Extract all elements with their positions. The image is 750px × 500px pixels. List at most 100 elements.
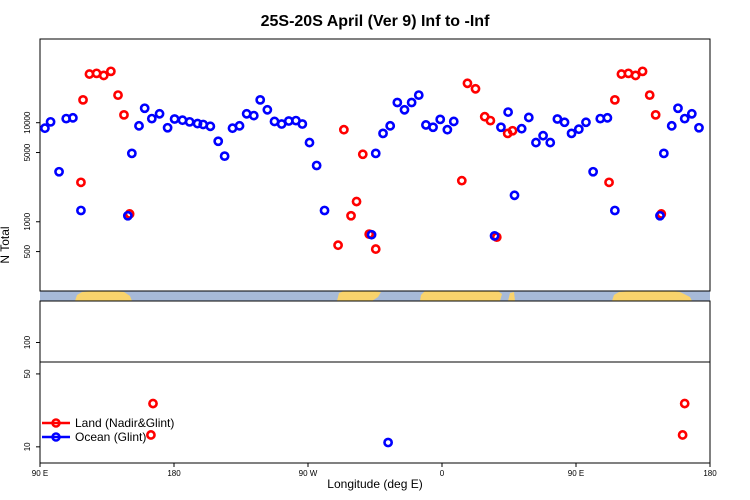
chart-title: 25S-20S April (Ver 9) Inf to -Inf bbox=[261, 13, 490, 30]
land-point bbox=[470, 83, 481, 94]
ocean-point bbox=[655, 210, 665, 221]
land-point bbox=[507, 125, 518, 136]
ocean-point bbox=[566, 128, 577, 139]
ocean-point bbox=[602, 112, 613, 123]
land-mass-south-america bbox=[337, 291, 381, 301]
ocean-point bbox=[581, 117, 591, 128]
land-point bbox=[113, 90, 123, 100]
land-point bbox=[679, 398, 690, 409]
ocean-point bbox=[538, 130, 548, 141]
land-point bbox=[105, 66, 116, 77]
x-tick-label: 90 W bbox=[299, 469, 318, 478]
x-tick-label: 180 bbox=[167, 469, 181, 478]
land-point bbox=[78, 94, 88, 105]
ocean-point bbox=[213, 136, 224, 147]
ocean-point bbox=[54, 166, 64, 177]
ocean-point bbox=[516, 123, 527, 134]
land-point bbox=[333, 240, 343, 251]
ocean-point bbox=[40, 123, 50, 134]
ocean-point bbox=[559, 117, 570, 128]
ocean-point bbox=[673, 103, 683, 114]
land-point bbox=[456, 175, 467, 186]
ocean-point bbox=[531, 137, 541, 148]
land-point bbox=[650, 109, 661, 120]
land-point bbox=[604, 177, 614, 188]
axes: 500 1000 5000 10000 10 50 100 90 E 180 90 W 0 90 E 1… bbox=[23, 38, 717, 478]
ocean-point bbox=[122, 210, 133, 221]
ocean-point bbox=[370, 148, 381, 159]
land-point bbox=[338, 124, 349, 135]
ocean-point bbox=[304, 137, 315, 148]
ocean-point bbox=[378, 128, 388, 139]
ocean-point bbox=[573, 124, 584, 135]
legend-land-marker bbox=[51, 418, 61, 428]
ocean-point bbox=[162, 122, 173, 133]
ocean-point bbox=[442, 124, 453, 135]
ocean-point bbox=[489, 230, 500, 241]
ocean-point bbox=[126, 148, 137, 159]
land-point bbox=[644, 90, 655, 100]
y-tick-label-lower: 100 bbox=[23, 335, 32, 349]
ocean-point bbox=[496, 122, 506, 133]
ocean-point bbox=[234, 120, 245, 131]
ocean-point bbox=[523, 112, 534, 123]
land-point bbox=[630, 70, 641, 81]
land-ocean-map-strip bbox=[40, 291, 710, 301]
ocean-point bbox=[169, 114, 180, 124]
ocean-point bbox=[694, 122, 704, 133]
legend-ocean-label: Ocean (Glint) bbox=[75, 430, 146, 444]
ocean-point bbox=[406, 97, 417, 108]
land-point bbox=[98, 70, 109, 81]
ocean-point bbox=[448, 116, 459, 127]
ocean-point bbox=[255, 94, 266, 105]
land-mass-australia-left bbox=[75, 291, 132, 301]
land-point bbox=[485, 115, 496, 126]
x-axis-label: Longitude (deg E) bbox=[327, 477, 422, 491]
ocean-point bbox=[146, 113, 157, 124]
ocean-point bbox=[134, 120, 144, 131]
legend: Land (Nadir&Glint) Ocean (Glint) bbox=[42, 416, 174, 444]
x-tick-label: 90 E bbox=[568, 469, 584, 478]
ocean-point bbox=[428, 122, 438, 133]
ocean-point bbox=[192, 118, 203, 129]
y-tick-label-upper: 1000 bbox=[23, 212, 32, 230]
ocean-point bbox=[545, 137, 556, 148]
ocean-point bbox=[588, 166, 599, 177]
ocean-point bbox=[392, 97, 403, 108]
ocean-point bbox=[45, 116, 56, 127]
ocean-point bbox=[205, 121, 216, 132]
land-mass-madagascar bbox=[508, 292, 515, 301]
legend-land-label: Land (Nadir&Glint) bbox=[75, 416, 174, 430]
y-tick-label-upper: 5000 bbox=[23, 143, 32, 161]
lower-panel-frame bbox=[39, 300, 711, 464]
land-point bbox=[119, 109, 129, 120]
ocean-point bbox=[319, 205, 330, 216]
upper-panel-frame bbox=[39, 38, 711, 292]
x-tick-label: 180 bbox=[703, 469, 717, 478]
land-point bbox=[370, 244, 381, 254]
ocean-point bbox=[385, 120, 396, 131]
ocean-point bbox=[658, 148, 669, 159]
land-mass-australia-right bbox=[612, 291, 692, 301]
land-point bbox=[609, 94, 620, 105]
ocean-point bbox=[686, 108, 697, 119]
land-point bbox=[462, 78, 473, 89]
x-tick-label: 90 E bbox=[32, 469, 48, 478]
ocean-point bbox=[139, 103, 150, 114]
y-axis-label: N Total bbox=[0, 226, 12, 263]
land-point bbox=[677, 430, 688, 440]
ocean-point bbox=[184, 116, 195, 127]
land-mass-africa bbox=[420, 291, 502, 301]
ocean-point bbox=[509, 190, 520, 201]
y-tick-label-lower: 10 bbox=[23, 442, 32, 451]
ocean-point bbox=[399, 104, 410, 115]
ocean-point bbox=[262, 104, 273, 115]
ocean-point bbox=[503, 107, 514, 117]
legend-ocean-marker bbox=[51, 432, 61, 442]
ocean-point bbox=[679, 113, 690, 124]
data-points bbox=[40, 66, 704, 448]
land-point bbox=[146, 430, 156, 440]
ocean-point bbox=[68, 112, 78, 123]
ocean-point bbox=[311, 160, 322, 171]
